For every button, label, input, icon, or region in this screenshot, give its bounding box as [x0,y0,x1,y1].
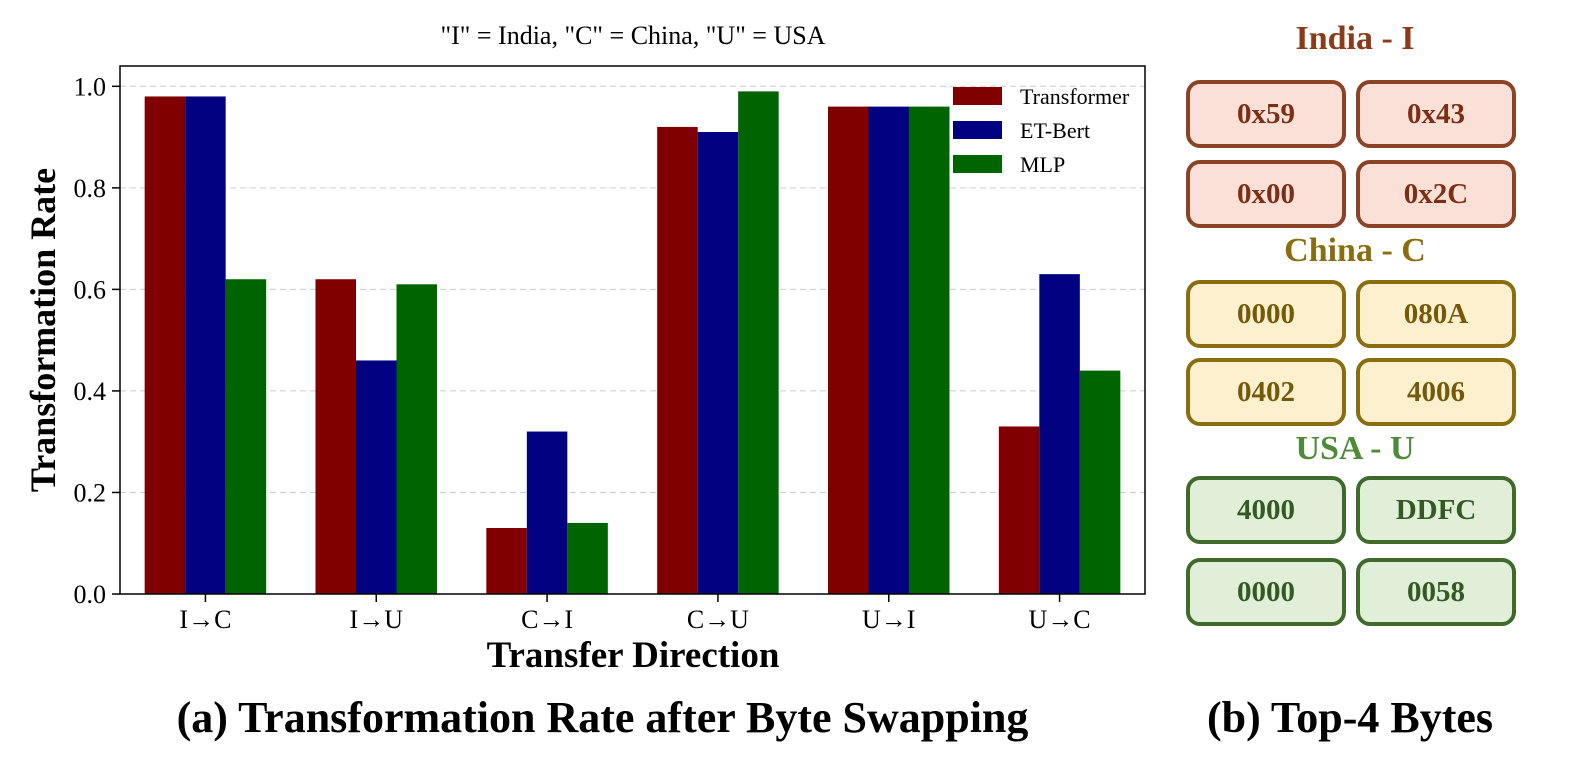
bar-et-bert-5 [868,106,909,594]
y-tick-label: 0.8 [74,174,107,203]
india-byte-4: 0x2C [1356,160,1516,228]
bar-mlp-1 [225,279,267,594]
caption-a: (a) Transformation Rate after Byte Swapp… [176,693,1029,742]
bar-et-bert-2 [356,360,397,594]
bar-transformer-3 [486,528,527,594]
bar-mlp-4 [738,91,779,594]
x-axis-label: Transfer Direction [487,635,780,676]
x-tick-label: C→U [687,605,749,634]
china-title: China - C [1284,232,1426,269]
legend-label: ET-Bert [1020,118,1090,143]
x-tick-label: U→C [1029,605,1091,634]
bar-transformer-2 [315,279,356,594]
y-tick-label: 1.0 [74,72,107,101]
bar-mlp-3 [567,522,608,594]
china-byte-3: 0402 [1186,358,1346,426]
usa-title: USA - U [1295,430,1415,467]
bar-transformer-4 [657,126,698,594]
bar-et-bert-4 [697,132,739,594]
y-axis: 0.0 0.2 0.4 0.6 0.8 1.0 [74,72,120,609]
y-tick-label: 0.6 [74,275,107,304]
y-axis-label: Transformation Rate [23,168,63,492]
usa-byte-2: DDFC [1356,476,1516,544]
india-byte-2: 0x43 [1356,80,1516,148]
legend-swatch [953,87,1002,105]
legend-label: Transformer [1020,84,1130,109]
china-byte-2: 080A [1356,280,1516,348]
usa-byte-4: 0058 [1356,558,1516,626]
usa-byte-1: 4000 [1186,476,1346,544]
bar-et-bert-1 [185,96,226,594]
legend: Transformer ET-Bert MLP [953,84,1130,177]
chart-title: "I" = India, "C" = China, "U" = USA [441,21,826,50]
x-tick-label: I→C [179,605,231,634]
bars [144,91,1121,594]
india-title: India - I [1295,20,1415,57]
legend-swatch [953,121,1002,139]
gridlines [120,85,1145,493]
y-tick-label: 0.4 [74,377,107,406]
x-tick-label: C→I [521,605,573,634]
legend-label: MLP [1020,152,1065,177]
x-tick-label: I→U [350,605,404,634]
bar-mlp-5 [909,106,950,594]
usa-byte-3: 0000 [1186,558,1346,626]
bar-et-bert-6 [1039,274,1080,594]
china-byte-4: 4006 [1356,358,1516,426]
bar-chart: "I" = India, "C" = China, "U" = USA 0.00… [23,21,1146,676]
bar-et-bert-3 [526,431,568,594]
plot-frame [119,65,1146,595]
bar-mlp-2 [396,284,437,594]
legend-swatch [953,155,1002,173]
bar-transformer-5 [828,106,869,594]
y-tick-label: 0.2 [74,478,107,507]
x-tick-label: U→I [862,605,915,634]
india-byte-1: 0x59 [1186,80,1346,148]
china-byte-1: 0000 [1186,280,1346,348]
bar-transformer-1 [144,96,186,594]
bar-mlp-6 [1079,370,1121,594]
caption-b: (b) Top-4 Bytes [1206,693,1494,742]
x-axis: I→C I→U C→I C→U U→I U→C [179,594,1091,634]
bar-transformer-6 [998,426,1040,594]
india-byte-3: 0x00 [1186,160,1346,228]
y-tick-label: 0.0 [74,580,107,609]
